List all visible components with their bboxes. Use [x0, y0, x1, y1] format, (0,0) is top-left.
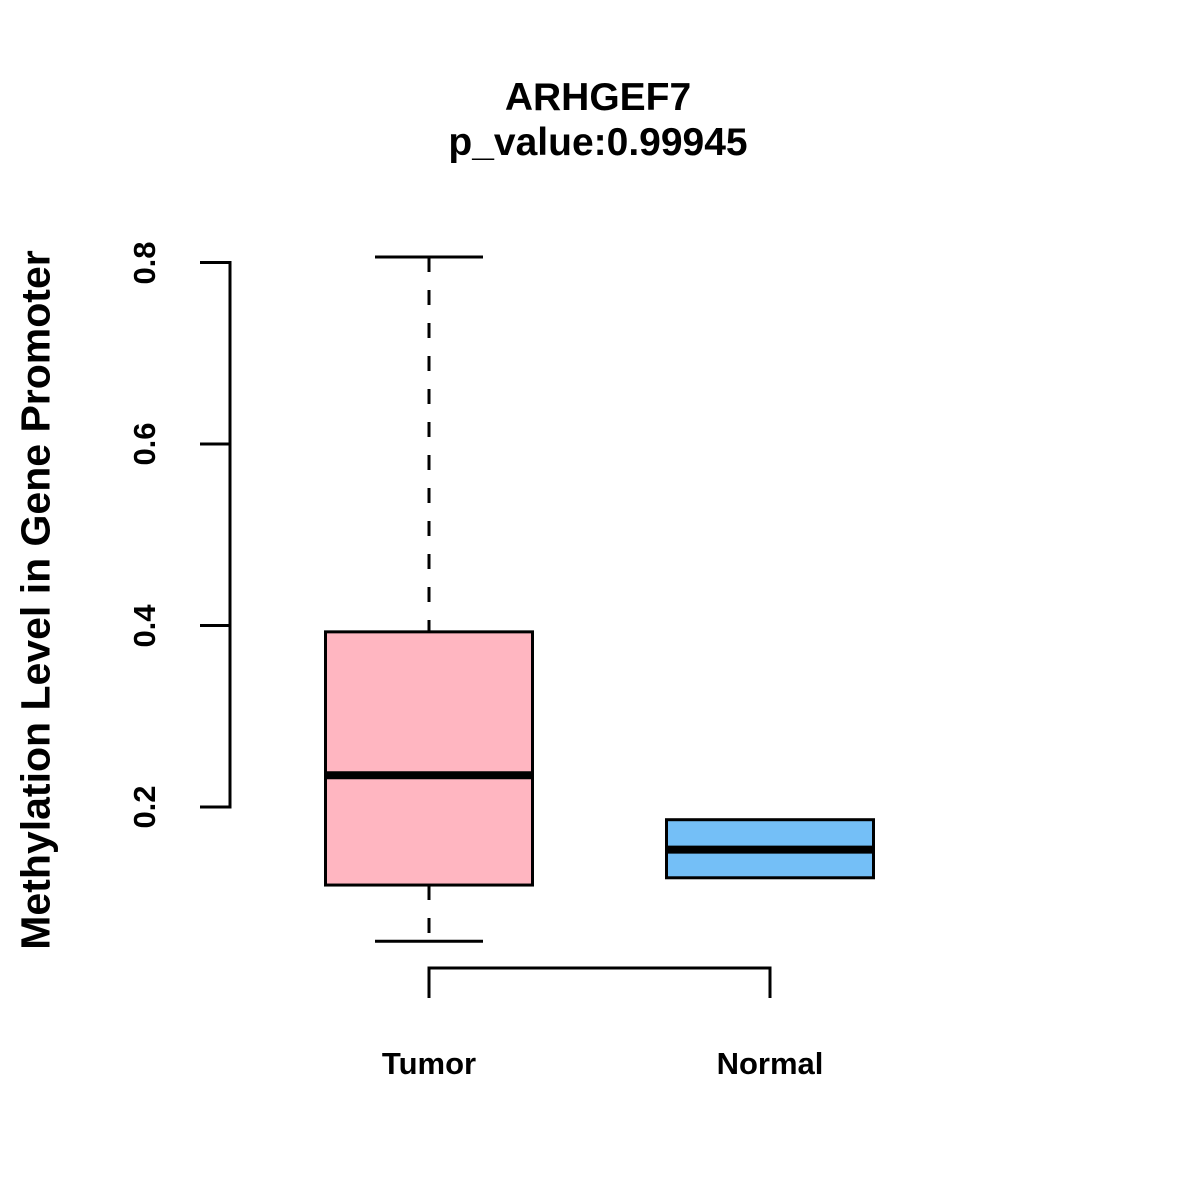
tumor-box	[324, 630, 534, 887]
y-tick-label: 0.4	[127, 603, 162, 648]
x-category-label-tumor: Tumor	[381, 1046, 477, 1081]
y-tick-label: 0.8	[127, 240, 162, 285]
chart-title: ARHGEF7	[504, 76, 692, 119]
y-tick-label: 0.2	[127, 785, 162, 829]
x-category-label-normal: Normal	[716, 1046, 824, 1081]
y-tick-label: 0.6	[127, 422, 162, 466]
chart-subtitle: p_value:0.99945	[448, 121, 748, 164]
